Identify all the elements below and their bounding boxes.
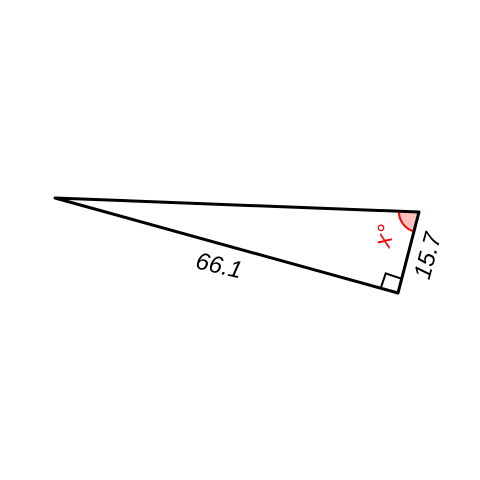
short-leg-label: 15.7 xyxy=(409,228,448,282)
triangle xyxy=(53,196,421,295)
angle-label: x° xyxy=(369,222,401,251)
right-angle-marker xyxy=(379,272,402,289)
hypotenuse-label: 66.1 xyxy=(193,248,245,285)
angle-arc xyxy=(397,211,415,233)
